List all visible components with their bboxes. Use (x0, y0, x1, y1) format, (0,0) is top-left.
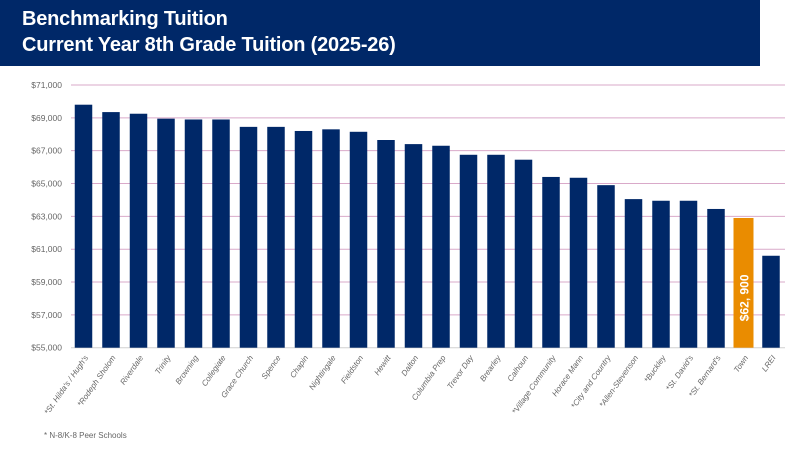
bar (597, 185, 615, 348)
x-tick-label: Chapin (288, 353, 310, 379)
x-tick-label: Collegiate (200, 353, 228, 388)
y-tick-label: $61,000 (31, 244, 62, 254)
bar (129, 113, 148, 348)
y-tick-label: $55,000 (31, 343, 62, 353)
x-tick-label: *St. David's (664, 354, 695, 393)
x-tick-label: Hewitt (373, 353, 394, 377)
bar (322, 129, 340, 348)
x-tick-label: Calhoun (506, 353, 531, 383)
y-tick-label: $71,000 (31, 80, 62, 90)
bar (459, 154, 478, 348)
bar (404, 144, 423, 348)
bar (624, 199, 643, 348)
bar (157, 118, 175, 348)
x-tick-label: *Buckley (642, 353, 668, 384)
bar (267, 126, 285, 348)
bar (184, 119, 203, 348)
bar (349, 131, 368, 348)
title-line-2: Current Year 8th Grade Tuition (2025-26) (22, 34, 396, 56)
bar (239, 126, 258, 348)
x-tick-label: Nightingale (307, 353, 338, 391)
bar (294, 130, 313, 348)
footnote: * N-8/K-8 Peer Schools (44, 431, 127, 440)
x-tick-label: Trevor Day (445, 353, 475, 391)
bar (102, 112, 120, 348)
title-banner: Benchmarking Tuition Current Year 8th Gr… (0, 0, 760, 66)
bar (74, 104, 93, 348)
y-tick-label: $63,000 (31, 211, 62, 221)
bar (569, 177, 588, 348)
bar (377, 140, 395, 348)
bar (514, 159, 533, 348)
bar-highlight (733, 217, 754, 348)
y-tick-label: $57,000 (31, 310, 62, 320)
x-tick-label: Town (732, 353, 750, 374)
y-tick-label: $59,000 (31, 277, 62, 287)
bar (542, 176, 560, 348)
x-tick-label: Browning (174, 353, 201, 386)
x-tick-label: Fieldston (339, 353, 365, 385)
bar (707, 208, 725, 348)
bar (212, 119, 230, 348)
bar-data-label: $62, 900 (738, 274, 752, 321)
bar (652, 200, 670, 348)
x-tick-label: Dalton (400, 353, 421, 378)
x-tick-label: Spence (260, 353, 283, 381)
x-tick-label: LREI (760, 353, 778, 373)
x-tick-label: Brearley (478, 353, 503, 383)
x-tick-label: Trinity (153, 353, 173, 376)
y-tick-label: $67,000 (31, 146, 62, 156)
y-tick-label: $65,000 (31, 179, 62, 189)
y-tick-label: $69,000 (31, 113, 62, 123)
bar (487, 154, 505, 348)
title-line-1: Benchmarking Tuition (22, 8, 228, 30)
bar (432, 145, 450, 348)
bar (762, 255, 780, 348)
bar (679, 200, 698, 348)
x-tick-label: Riverdale (118, 353, 145, 386)
